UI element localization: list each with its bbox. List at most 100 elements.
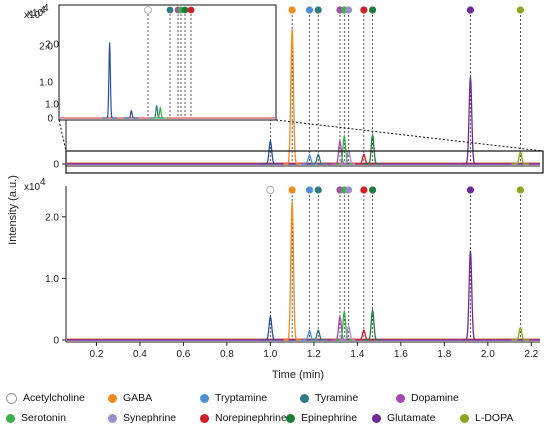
xtick-label: 0.2 <box>89 349 103 360</box>
xtick-label: 2.0 <box>481 349 495 360</box>
zoom-connector-right <box>275 119 544 152</box>
legend-item-tryptamine: Tryptamine <box>200 392 267 404</box>
legend-item-dopamine: Dopamine <box>396 392 459 404</box>
top-peak-norepinephrine <box>355 153 373 165</box>
legend-label: Epinephrine <box>301 412 358 424</box>
xtick-label: 1.0 <box>263 349 277 360</box>
inset-frame <box>58 4 277 121</box>
bottom-marker-synephrine <box>345 186 353 194</box>
bottom-peak-epinephrine <box>363 307 382 341</box>
x-axis-label: Time (min) <box>272 369 324 381</box>
bottom-y-multiplier: x10 <box>24 182 41 193</box>
legend-label: Synephrine <box>123 412 177 424</box>
top-ytick-label: 1.0 <box>45 100 59 111</box>
legend-label: Acetylcholine <box>23 392 85 404</box>
top-peak-acetylcholine <box>261 139 280 165</box>
legend-label: Glutamate <box>387 412 436 424</box>
xtick-label: 1.2 <box>307 349 321 360</box>
inset-ytick-label: 2.0 <box>39 42 53 53</box>
top-ytick-label: 0 <box>53 160 59 171</box>
bottom-y-exponent: 4 <box>40 177 46 188</box>
bottom-peak-serotonin <box>335 309 354 341</box>
top-peak-gaba <box>283 28 301 165</box>
inset-ytick-label: 0 <box>47 114 53 125</box>
bottom-marker-glutamate <box>466 186 475 194</box>
legend-item-l-dopa: L-DOPA <box>460 412 513 424</box>
bottom-marker-epinephrine <box>368 186 377 194</box>
bottom-peak-tyramine <box>309 329 327 341</box>
xtick-label: 0.4 <box>133 349 147 360</box>
legend-label: Tyramine <box>315 392 359 404</box>
bottom-marker-tyramine <box>314 186 322 194</box>
bottom-peak-glutamate <box>461 250 480 341</box>
y-axis-label: Intensity (a.u.) <box>7 175 19 245</box>
top-peak-tyramine <box>309 153 327 165</box>
top-marker-synephrine <box>345 6 353 14</box>
top-peak-l-dopa <box>511 150 530 165</box>
legend-dot-icon <box>200 413 209 423</box>
inset-peak <box>153 105 168 119</box>
inset-marker <box>187 6 195 14</box>
inset-marker <box>144 6 152 14</box>
bottom-peak-synephrine <box>339 325 358 341</box>
bottom-peak-gaba <box>283 201 301 341</box>
top-y-multiplier: x10 <box>24 10 41 21</box>
legend-item-synephrine: Synephrine <box>108 412 176 424</box>
zoom-region-box <box>65 150 544 174</box>
legend-label: Dopamine <box>411 392 459 404</box>
legend-item-epinephrine: Epinephrine <box>286 412 357 424</box>
inset-y-multiplier: x10 <box>27 8 44 19</box>
top-marker-tyramine <box>314 6 322 14</box>
top-peak-glutamate <box>461 76 480 165</box>
legend-dot-icon <box>286 413 295 423</box>
inset-peak <box>149 105 164 119</box>
top-peak-serotonin <box>335 134 354 165</box>
legend-item-serotonin: Serotonin <box>6 412 66 424</box>
xtick-label: 0.6 <box>176 349 190 360</box>
top-peak-epinephrine <box>363 132 382 165</box>
inset-panel: 0 1.0 2.0 x10 4 <box>27 3 277 125</box>
legend-label: GABA <box>123 392 153 404</box>
bottom-ytick-label: 1.0 <box>45 274 59 285</box>
xtick-label: 1.8 <box>437 349 451 360</box>
legend-dot-icon <box>300 393 309 403</box>
inset-ytick-label: 1.0 <box>39 78 53 89</box>
top-marker-glutamate <box>466 6 475 14</box>
bottom-marker-norepinephrine <box>360 186 368 194</box>
legend-dot-icon <box>6 392 17 404</box>
legend: Acetylcholine GABA Tryptamine Tyramine Dopam… <box>0 386 550 428</box>
legend-item-tyramine: Tyramine <box>300 392 358 404</box>
bottom-peak-norepinephrine <box>355 329 373 341</box>
legend-item-gaba: GABA <box>108 392 152 404</box>
bottom-peak-acetylcholine <box>261 314 280 341</box>
legend-dot-icon <box>396 393 405 403</box>
top-ytick-label: 2.0 <box>45 40 59 51</box>
xtick-label: 2.2 <box>524 349 538 360</box>
top-y-exponent: 4 <box>40 5 46 16</box>
legend-dot-icon <box>6 413 15 423</box>
bottom-marker-acetylcholine <box>266 185 275 194</box>
bottom-panel: 0 1.0 2.0 x10 4 0.2 0.4 0.6 0.8 1.0 1.2 1.4 1.6 1.8 2.… <box>24 177 540 360</box>
bottom-marker-l-dopa <box>516 186 525 194</box>
zoom-connector-left <box>58 119 67 152</box>
legend-item-acetylcholine: Acetylcholine <box>6 392 85 404</box>
legend-item-glutamate: Glutamate <box>372 412 435 424</box>
inset-marker <box>181 6 189 14</box>
inset-peak <box>124 109 139 119</box>
xtick-label: 1.4 <box>350 349 364 360</box>
inset-peak <box>102 42 117 119</box>
legend-label: Tryptamine <box>215 392 268 404</box>
bottom-marker-gaba <box>288 186 296 194</box>
top-marker-epinephrine <box>368 6 377 14</box>
legend-dot-icon <box>460 413 469 423</box>
top-panel: 0 1.0 2.0 x10 4 <box>24 5 544 174</box>
legend-label: Serotonin <box>21 412 66 424</box>
legend-dot-icon <box>108 413 117 423</box>
legend-label: L-DOPA <box>475 412 514 424</box>
bottom-marker-tryptamine <box>305 186 314 194</box>
legend-dot-icon <box>108 393 117 403</box>
top-marker-l-dopa <box>516 6 525 14</box>
xtick-label: 0.8 <box>220 349 234 360</box>
bottom-ytick-label: 2.0 <box>45 212 59 223</box>
